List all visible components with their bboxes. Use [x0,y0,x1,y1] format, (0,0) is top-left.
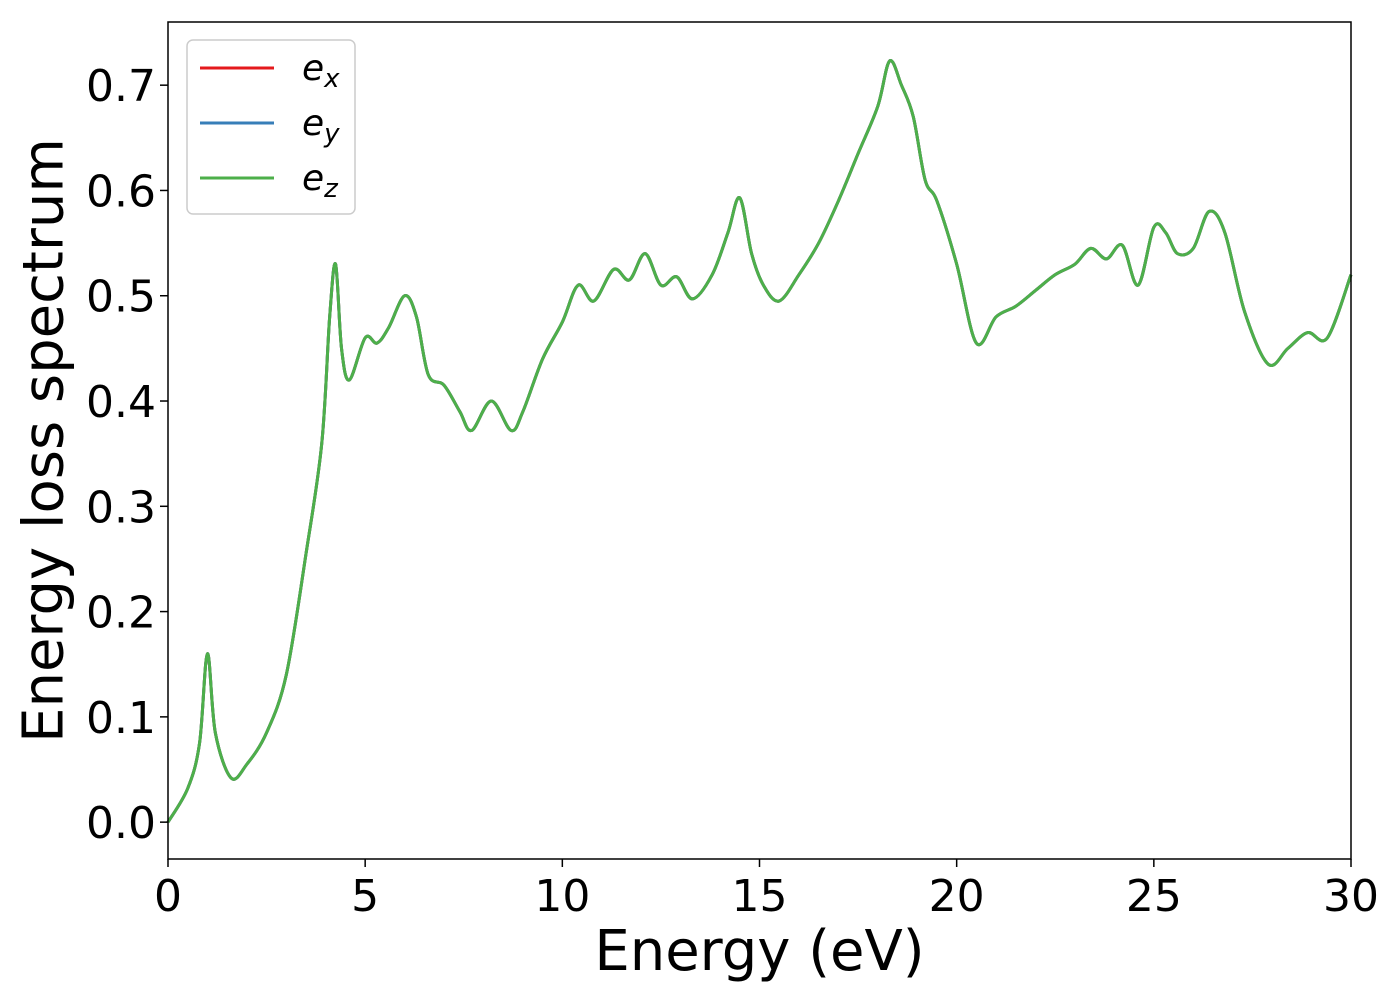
y-tick-label: 0.5 [86,272,156,323]
ticks-layer: 0 5 10 15 20 25 30 0.0 0.1 0.2 0.3 0.4 0.5 0.6 0.7 [86,61,1379,922]
y-tick-label: 0.1 [86,693,156,744]
legend-label-e-x: ex [302,48,340,94]
x-tick-label: 15 [732,871,788,922]
x-tick-label: 20 [929,871,985,922]
y-axis-label: Energy loss spectrum [12,138,77,743]
legend-box [186,39,356,215]
x-tick-label: 5 [351,871,379,922]
y-tick-label: 0.2 [86,588,156,639]
legend-label-e-z: ez [302,158,339,204]
y-tick-label: 0.7 [86,61,156,112]
y-tick-label: 0.6 [86,166,156,217]
plot-frame [167,21,1352,860]
x-axis-label: Energy (eV) [594,919,924,984]
y-tick-label: 0.4 [86,377,156,428]
legend: ex ey ez [186,39,356,215]
x-tick-label: 10 [534,871,590,922]
x-tick-label: 25 [1126,871,1182,922]
x-tick-label: 30 [1323,871,1379,922]
series-line-e-z [166,59,1353,823]
y-tick-label: 0.0 [86,798,156,849]
y-tick-label: 0.3 [86,482,156,533]
legend-label-e-y: ey [302,103,340,149]
x-tick-label: 0 [154,871,182,922]
series-layer [166,59,1353,823]
